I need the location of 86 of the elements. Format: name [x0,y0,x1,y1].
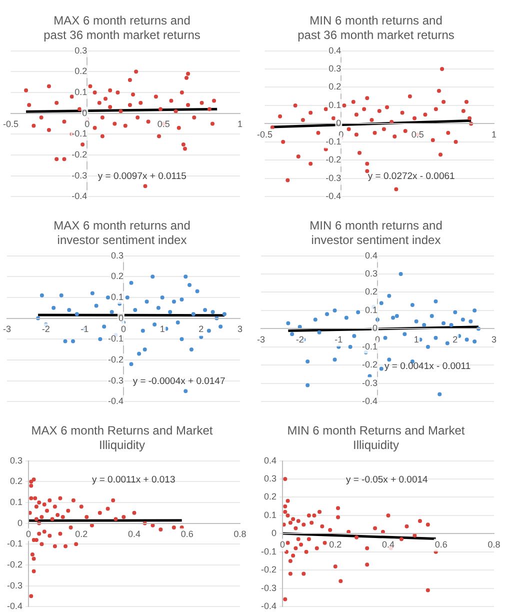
y-tick-label: 0.1 [110,292,124,302]
x-tick-label: 1 [160,324,165,334]
y-tick-label: 0.3 [264,474,277,484]
y-tick-label: 0.2 [328,82,342,92]
y-tick-label: -0.2 [260,564,277,575]
annotation: y = -0.05x + 0.0014 [346,474,428,486]
y-tick-label: -0.1 [326,136,342,146]
x-tick-label: 2 [452,334,458,345]
x-tick-label: -0.5 [256,130,273,140]
y-tick-label: -0.3 [6,580,23,590]
x-tick-label: 0.4 [128,529,141,540]
x-tick-label: -2 [42,324,50,334]
y-tick-label: -0.2 [362,360,378,370]
y-tick-label: -0.4 [72,191,88,202]
y-tick-label: -0.1 [260,546,277,556]
y-tick-label: -0.1 [72,128,88,139]
x-tick-label: 0.6 [180,529,194,540]
x-tick-label: 0.8 [234,529,246,540]
x-tick-label: 2 [198,324,204,334]
annotation: y = 0.0272x - 0.0061 [368,170,455,182]
x-tick-label: 3 [491,334,497,345]
y-tick-label: -0.1 [6,538,23,549]
y-tick-label: -0.2 [108,354,124,364]
y-tick-label: -0.3 [260,582,277,593]
chart-title: MIN 6 month returns and investor sentiment index [310,218,442,247]
x-tick-label: 1 [491,130,497,140]
x-tick-label: 3 [237,324,243,334]
y-tick-label: 0 [118,312,124,323]
x-tick-label: 1 [237,119,243,130]
annotation: y = 0.0011x + 0.013 [92,474,176,486]
y-tick-label: -0.1 [362,341,378,352]
x-tick-label: 0.8 [488,540,500,550]
y-tick-label: 0.4 [264,455,277,466]
y-tick-label: -0.4 [108,396,124,406]
y-tick-label: -0.3 [72,170,88,180]
x-tick-label: -3 [2,324,12,334]
x-tick-label: -1 [80,324,89,334]
y-tick-label: 0.3 [110,250,124,260]
y-tick-label: -0.2 [326,154,342,165]
y-tick-label: -0.4 [6,601,23,612]
x-tick-label: 1 [414,334,419,345]
x-tick-label: -1 [334,334,343,345]
y-tick-label: 0.4 [364,250,378,260]
y-tick-label: -0.3 [362,378,378,388]
y-tick-label: 0.2 [364,286,378,297]
y-tick-label: 0.3 [10,455,23,466]
y-tick-label: -0.4 [260,601,277,612]
y-tick-label: 0.1 [264,510,277,520]
y-tick-label: -0.3 [108,375,124,386]
y-tick-label: -0.1 [108,334,124,344]
y-tick-label: 0.3 [328,64,342,74]
chart-title: MAX 6 month Returns and Market Illiquidity [31,424,214,452]
annotation: y = 0.0097x + 0.0115 [98,170,186,182]
y-tick-label: 0.1 [74,86,88,97]
y-tick-label: 0.2 [10,476,23,486]
chart-title: MIN 6 month returns and past 36 month market returns [298,14,454,42]
y-tick-label: -0.4 [326,191,342,202]
x-tick-label: 0.4 [382,540,395,550]
chart-title: MIN 6 month Returns and Market Illiquidity [287,424,466,452]
x-tick-label: -2 [296,334,304,345]
x-tick-label: -0.5 [2,119,19,130]
y-tick-label: -0.4 [362,396,378,406]
y-tick-label: -0.3 [326,172,342,183]
x-tick-label: 0.6 [434,540,448,550]
annotation: y = 0.0041x - 0.0011 [384,361,471,372]
y-tick-label: 0.1 [10,496,23,507]
y-tick-label: 0.2 [74,66,88,76]
x-tick-label: 0.5 [411,130,424,140]
x-tick-label: 0.5 [157,119,170,130]
y-tick-label: 0.3 [74,45,88,56]
y-tick-label: 0.2 [264,492,277,502]
chart-title: MAX 6 month returns and investor sentiment index [54,218,190,247]
y-tick-label: 0.4 [328,45,342,56]
y-tick-label: -0.2 [6,559,23,570]
y-tick-label: 0.1 [328,100,342,110]
chart-title: MAX 6 month returns and past 36 month market returns [44,14,200,42]
y-tick-label: 0 [17,518,23,528]
y-tick-label: 0 [82,108,88,118]
y-tick-label: -0.2 [72,149,88,160]
annotation: y = -0.0004x + 0.0147 [132,376,226,387]
x-tick-label: -3 [256,334,266,345]
x-tick-label: 0 [280,540,286,550]
y-tick-label: 0.3 [364,268,378,279]
y-tick-label: 0.2 [110,271,124,282]
x-tick-label: 0 [26,529,32,540]
y-tick-label: 0.1 [364,304,378,315]
